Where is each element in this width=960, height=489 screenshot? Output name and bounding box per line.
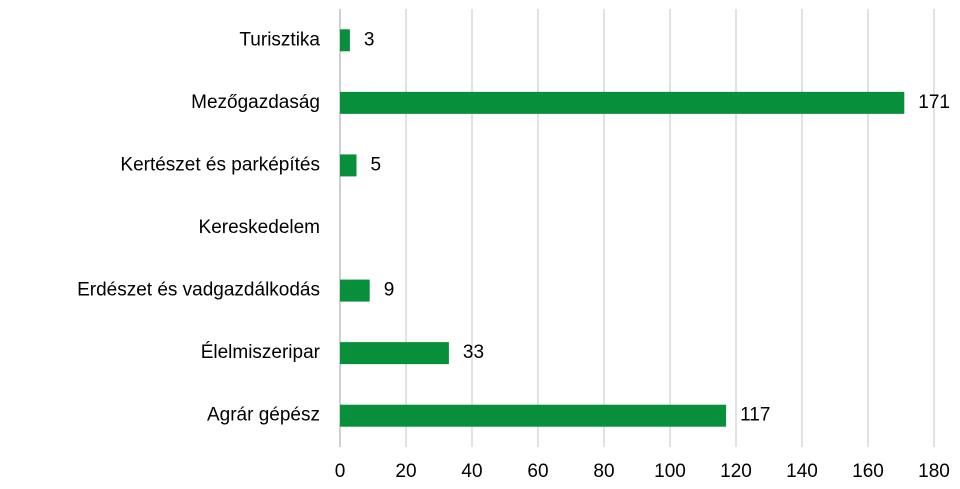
y-tick-label: Turisztika: [239, 29, 320, 50]
y-tick-label: Kertészet és parképítés: [120, 154, 320, 175]
bar: [340, 279, 370, 302]
x-tick-label: 0: [335, 461, 346, 482]
x-tick-label: 40: [461, 461, 482, 482]
data-label: 5: [371, 154, 382, 175]
y-tick-label: Erdészet és vadgazdálkodás: [77, 280, 320, 301]
y-tick-label: Élelmiszeripar: [201, 342, 321, 363]
x-tick-label: 120: [720, 461, 752, 482]
bar: [340, 404, 727, 427]
data-label: 117: [740, 405, 770, 426]
data-label: 3: [364, 29, 375, 50]
x-tick-label: 20: [395, 461, 416, 482]
data-label: 33: [463, 342, 484, 363]
data-label: 9: [384, 280, 395, 301]
bar: [340, 154, 357, 177]
x-tick-label: 80: [593, 461, 614, 482]
data-label: 171: [918, 92, 950, 113]
bar: [340, 91, 905, 114]
x-tick-label: 100: [654, 461, 686, 482]
x-tick-label: 140: [786, 461, 818, 482]
x-tick-label: 60: [527, 461, 548, 482]
x-tick-label: 180: [918, 461, 950, 482]
y-tick-label: Agrár gépész: [207, 405, 320, 426]
bar: [340, 29, 350, 52]
y-tick-label: Mezőgazdaság: [191, 92, 320, 113]
y-tick-label: Kereskedelem: [199, 217, 320, 238]
x-tick-label: 160: [852, 461, 884, 482]
bar: [340, 342, 449, 365]
